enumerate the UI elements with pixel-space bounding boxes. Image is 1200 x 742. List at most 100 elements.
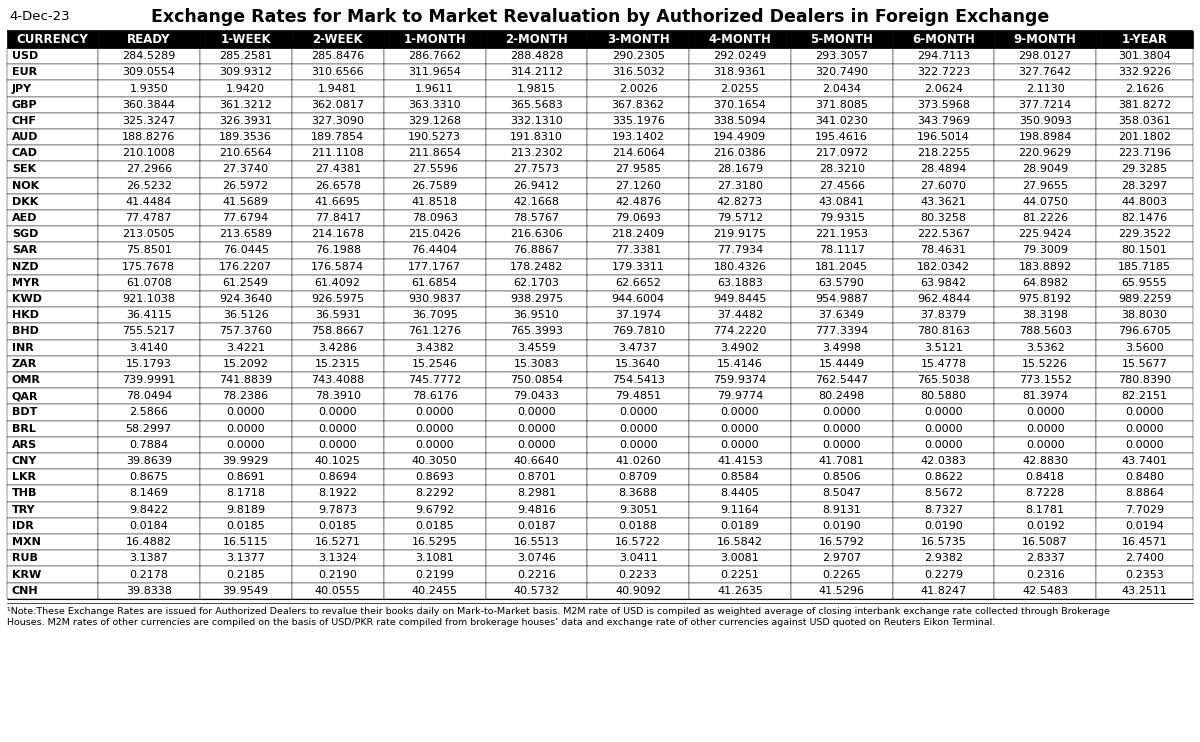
Bar — [199, 259, 292, 275]
Text: 0.8622: 0.8622 — [924, 473, 962, 482]
Bar — [486, 437, 587, 453]
Bar — [292, 469, 384, 485]
Text: 332.1310: 332.1310 — [510, 116, 563, 126]
Bar — [1096, 324, 1193, 340]
Bar — [587, 356, 689, 372]
Text: 9.1164: 9.1164 — [720, 505, 760, 515]
Bar — [587, 210, 689, 226]
Bar — [1096, 453, 1193, 469]
Text: 42.1668: 42.1668 — [514, 197, 559, 207]
Bar — [292, 551, 384, 566]
Text: 325.3247: 325.3247 — [122, 116, 175, 126]
Text: 41.4484: 41.4484 — [126, 197, 172, 207]
Bar — [893, 485, 995, 502]
Bar — [292, 65, 384, 80]
Text: 37.6349: 37.6349 — [818, 310, 865, 321]
Text: 0.2216: 0.2216 — [517, 570, 556, 580]
Text: 176.2207: 176.2207 — [220, 262, 272, 272]
Bar — [587, 372, 689, 388]
Bar — [689, 226, 791, 243]
Text: KWD: KWD — [12, 294, 42, 304]
Text: 16.5735: 16.5735 — [920, 537, 966, 547]
Text: 43.2511: 43.2511 — [1122, 585, 1168, 596]
Bar — [486, 566, 587, 582]
Bar — [893, 31, 995, 48]
Bar — [7, 518, 98, 534]
Text: 63.1883: 63.1883 — [716, 278, 763, 288]
Bar — [893, 518, 995, 534]
Text: 177.1767: 177.1767 — [408, 262, 461, 272]
Text: 27.3180: 27.3180 — [716, 181, 763, 191]
Text: 8.1781: 8.1781 — [1026, 505, 1064, 515]
Text: 9.7873: 9.7873 — [318, 505, 358, 515]
Text: 26.7589: 26.7589 — [412, 181, 457, 191]
Text: 9.4816: 9.4816 — [517, 505, 556, 515]
Bar — [98, 80, 199, 96]
Text: 76.0445: 76.0445 — [223, 246, 269, 255]
Text: 42.8273: 42.8273 — [716, 197, 763, 207]
Bar — [1096, 551, 1193, 566]
Bar — [1096, 340, 1193, 356]
Text: 42.5483: 42.5483 — [1022, 585, 1068, 596]
Text: 1.9420: 1.9420 — [226, 84, 265, 93]
Text: 2.5866: 2.5866 — [130, 407, 168, 418]
Text: JPY: JPY — [12, 84, 32, 93]
Text: 214.6064: 214.6064 — [612, 148, 665, 158]
Text: 26.5972: 26.5972 — [222, 181, 269, 191]
Text: 15.1793: 15.1793 — [126, 359, 172, 369]
Bar — [689, 582, 791, 599]
Bar — [199, 307, 292, 324]
Bar — [791, 340, 893, 356]
Text: 16.5722: 16.5722 — [616, 537, 661, 547]
Bar — [791, 48, 893, 65]
Bar — [995, 453, 1096, 469]
Bar — [486, 275, 587, 291]
Text: 8.9131: 8.9131 — [822, 505, 862, 515]
Text: 0.0000: 0.0000 — [1026, 440, 1064, 450]
Text: 43.3621: 43.3621 — [920, 197, 966, 207]
Bar — [7, 324, 98, 340]
Text: 377.7214: 377.7214 — [1019, 99, 1072, 110]
Text: 44.8003: 44.8003 — [1122, 197, 1168, 207]
Text: CHF: CHF — [12, 116, 37, 126]
Bar — [292, 96, 384, 113]
Text: 77.6794: 77.6794 — [222, 213, 269, 223]
Bar — [1096, 145, 1193, 162]
Bar — [995, 324, 1096, 340]
Text: QAR: QAR — [12, 391, 38, 401]
Text: 322.7223: 322.7223 — [917, 68, 970, 77]
Bar — [486, 96, 587, 113]
Bar — [98, 243, 199, 259]
Bar — [893, 437, 995, 453]
Bar — [7, 129, 98, 145]
Bar — [1096, 485, 1193, 502]
Text: 0.2353: 0.2353 — [1126, 570, 1164, 580]
Bar — [1096, 31, 1193, 48]
Text: 0.0185: 0.0185 — [415, 521, 454, 531]
Bar — [7, 404, 98, 421]
Bar — [98, 259, 199, 275]
Bar — [587, 485, 689, 502]
Text: CNH: CNH — [12, 585, 38, 596]
Bar — [689, 31, 791, 48]
Bar — [384, 388, 486, 404]
Bar — [384, 80, 486, 96]
Text: 81.3974: 81.3974 — [1022, 391, 1068, 401]
Text: DKK: DKK — [12, 197, 38, 207]
Bar — [384, 582, 486, 599]
Bar — [7, 96, 98, 113]
Text: 78.4631: 78.4631 — [920, 246, 966, 255]
Bar — [199, 31, 292, 48]
Text: 29.3285: 29.3285 — [1122, 165, 1168, 174]
Bar — [7, 177, 98, 194]
Bar — [893, 502, 995, 518]
Bar — [893, 404, 995, 421]
Bar — [893, 259, 995, 275]
Text: CURRENCY: CURRENCY — [17, 33, 89, 46]
Bar — [1096, 129, 1193, 145]
Bar — [587, 31, 689, 48]
Text: 2.8337: 2.8337 — [1026, 554, 1064, 563]
Bar — [791, 177, 893, 194]
Bar — [292, 129, 384, 145]
Bar — [98, 566, 199, 582]
